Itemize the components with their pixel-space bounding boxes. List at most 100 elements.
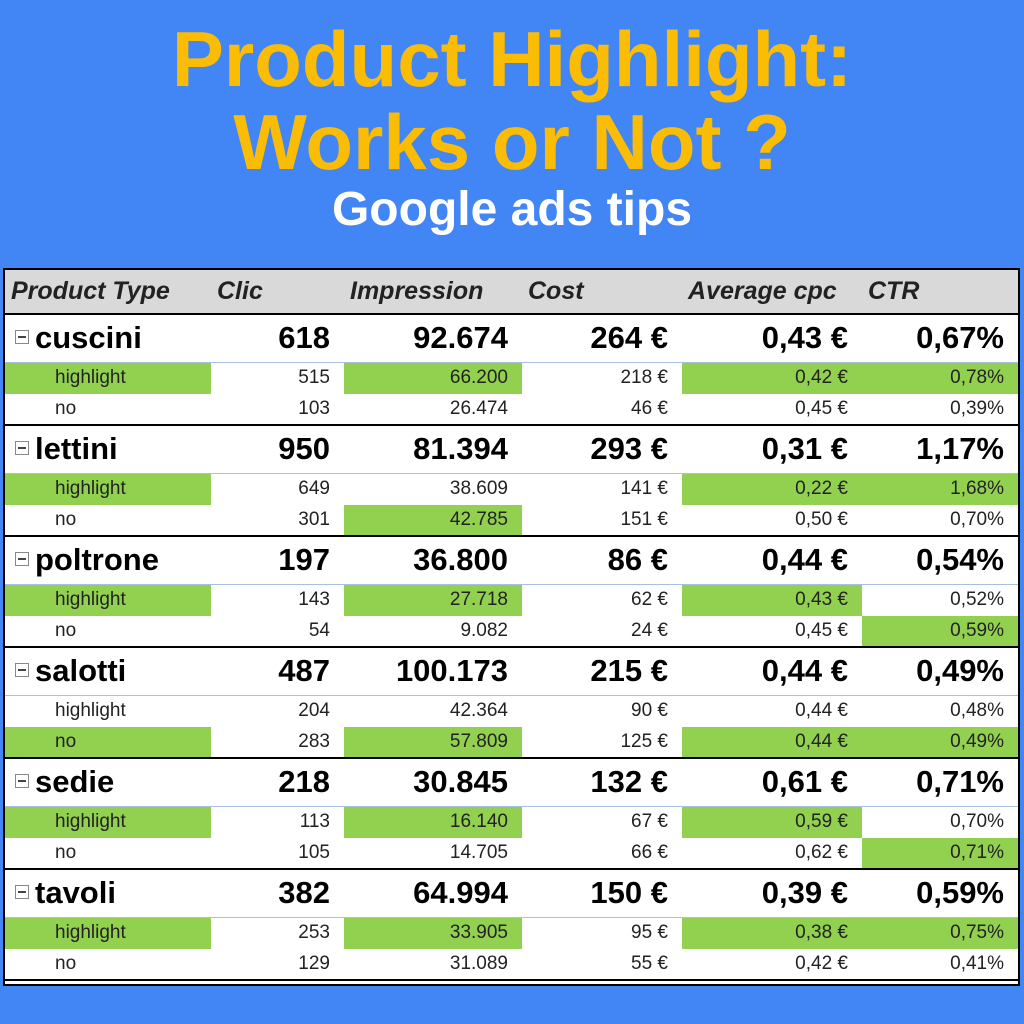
group-cell-clic: 487 [211,647,344,696]
group-cell-average-cpc: 0,44 € [682,536,862,585]
sub-cell-ctr: 0,59% [862,615,1018,648]
sub-cell-average-cpc: 0,50 € [682,504,862,537]
sub-cell-impression: 26.474 [344,393,522,426]
sub-cell-average-cpc: 0,42 € [682,948,862,981]
group-cell-cost: 215 € [522,647,682,696]
sub-cell-clic: 143 [298,589,330,610]
sub-row-no: no 129 31.089 55 €0,42 €0,41% [5,948,1018,981]
sub-cell-cost: 125 € [522,726,682,759]
sub-cell-average-cpc: 0,43 € [682,584,862,616]
group-cell-average-cpc: 0,44 € [682,647,862,696]
sub-cell-average-cpc: 0,45 € [682,393,862,426]
group-cell-impression: 92.674 [344,314,522,363]
group-label: cuscini [35,320,142,356]
collapse-minus-icon[interactable] [15,663,29,678]
group-row-sedie: sedie 218 30.845 132 €0,61 €0,71% [5,758,1018,807]
group-cell-product-type: cuscini [5,314,211,363]
group-cell-cost: 150 € [522,869,682,918]
collapse-minus-icon[interactable] [15,885,29,900]
sub-cell-clic: 253 [298,922,330,943]
column-header-clic: Clic [211,270,344,315]
sub-cell-cost: 62 € [631,589,668,610]
sub-cell-average-cpc: 0,44 € [795,700,848,721]
sub-cell-average-cpc: 0,22 € [682,473,862,505]
group-cell-ctr: 1,17% [862,425,1018,474]
sub-cell-impression: 27.718 [344,584,522,616]
sub-cell-clic: 649 [298,478,330,499]
collapse-minus-icon[interactable] [15,774,29,789]
group-cell-impression: 36.800 [344,536,522,585]
sub-cell-product-type: no [5,948,211,981]
table-body: cuscini 618 92.674 264 €0,43 €0,67% highligh… [5,314,1018,981]
sub-cell-product-type: highlight [5,917,211,949]
group-cell-average-cpc: 0,39 € [682,869,862,918]
sub-cell-cost: 24 € [522,615,682,648]
group-label: salotti [35,653,127,689]
sub-cell-product-type: no [5,615,211,648]
sub-cell-clic: 105 [211,837,344,870]
sub-cell-cost: 66 € [522,837,682,870]
sub-cell-clic: 515 [298,367,330,388]
title-line-1: Product Highlight: [171,15,853,103]
group-cell-clic: 382 [211,869,344,918]
group-cell-clic: 218 [211,758,344,807]
sub-row-no: no 105 14.705 66 €0,62 €0,71% [5,837,1018,870]
group-cell-impression: 81.394 [344,425,522,474]
sub-cell-product-type: no [5,726,211,759]
sub-cell-product-type: highlight [5,473,211,505]
group-cell-average-cpc: 0,61 € [682,758,862,807]
group-label: poltrone [35,542,159,578]
group-cell-clic: 618 [211,314,344,363]
sub-cell-impression: 9.082 [344,615,522,648]
group-label: lettini [35,431,118,467]
group-row-cuscini: cuscini 618 92.674 264 €0,43 €0,67% [5,314,1018,363]
sub-cell-product-type: highlight [5,806,211,838]
column-header-average-cpc: Average cpc [682,270,862,315]
column-header-product-type: Product Type [5,270,211,315]
sub-row-highlight: highlight 204 42.364 90 € 0,44 € 0,48% [5,695,1018,727]
sub-cell-impression: 31.089 [344,948,522,981]
group-cell-cost: 132 € [522,758,682,807]
collapse-minus-icon[interactable] [15,330,29,345]
sub-cell-impression: 66.200 [344,362,522,394]
sub-cell-clic: 204 [298,700,330,721]
sub-cell-clic: 113 [299,811,330,832]
sub-cell-impression: 57.809 [344,726,522,759]
sub-cell-average-cpc: 0,44 € [682,726,862,759]
sub-cell-ctr: 0,71% [862,837,1018,870]
sub-row-highlight: highlight 113 16.140 67 € 0,59 € 0,70% [5,806,1018,838]
sub-row-highlight: highlight 649 38.609 141 € 0,22 €1,68% [5,473,1018,505]
column-header-impression: Impression [344,270,522,315]
sub-cell-cost: 141 € [620,478,668,499]
group-cell-impression: 64.994 [344,869,522,918]
group-cell-ctr: 0,59% [862,869,1018,918]
sub-cell-cost: 90 € [631,700,668,721]
title-line-2: Works or Not ? [233,98,791,186]
sub-cell-product-type: no [5,393,211,426]
group-row-poltrone: poltrone 197 36.800 86 €0,44 €0,54% [5,536,1018,585]
sub-cell-ctr: 0,39% [862,393,1018,426]
group-row-tavoli: tavoli 382 64.994 150 €0,39 €0,59% [5,869,1018,918]
sub-cell-impression: 14.705 [344,837,522,870]
collapse-minus-icon[interactable] [15,552,29,567]
group-cell-product-type: poltrone [5,536,211,585]
sub-cell-impression: 42.364 [449,700,508,721]
collapse-minus-icon[interactable] [15,441,29,456]
sub-cell-ctr: 1,68% [862,473,1018,505]
sub-cell-ctr: 0,78% [862,362,1018,394]
sub-cell-ctr: 0,70% [862,504,1018,537]
sub-cell-clic: 283 [211,726,344,759]
group-cell-product-type: sedie [5,758,211,807]
sub-cell-product-type: no [5,837,211,870]
sub-cell-product-type: highlight [5,362,211,394]
group-cell-product-type: salotti [5,647,211,696]
sub-cell-ctr: 0,48% [950,700,1004,721]
sub-cell-cost: 55 € [522,948,682,981]
sub-cell-cost: 95 € [631,922,668,943]
sub-cell-cost: 67 € [631,811,668,832]
group-row-lettini: lettini 950 81.394 293 €0,31 €1,17% [5,425,1018,474]
column-header-cost: Cost [522,270,682,315]
column-header-ctr: CTR [862,270,1018,315]
sub-row-highlight: highlight 143 27.718 62 € 0,43 € 0,52% [5,584,1018,616]
sub-cell-cost: 46 € [522,393,682,426]
